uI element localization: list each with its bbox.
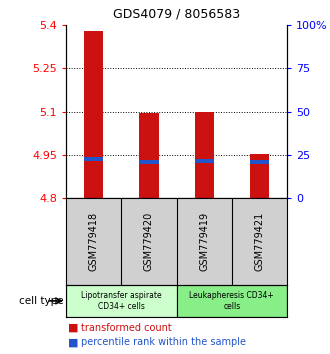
Bar [194, 159, 214, 162]
Text: GSM779419: GSM779419 [199, 212, 209, 271]
Bar [139, 113, 159, 198]
Bar [177, 285, 287, 317]
Bar [139, 160, 159, 164]
Text: GSM779420: GSM779420 [144, 212, 154, 271]
Title: GDS4079 / 8056583: GDS4079 / 8056583 [113, 8, 240, 21]
Text: ■: ■ [68, 322, 78, 332]
Text: GSM779418: GSM779418 [89, 212, 99, 271]
Text: GSM779421: GSM779421 [254, 212, 264, 271]
Text: Lipotransfer aspirate
CD34+ cells: Lipotransfer aspirate CD34+ cells [81, 291, 162, 310]
Bar [84, 30, 103, 198]
Bar [66, 285, 177, 317]
Text: Leukapheresis CD34+
cells: Leukapheresis CD34+ cells [189, 291, 274, 310]
Bar [250, 154, 269, 198]
Text: ■: ■ [68, 337, 78, 348]
Bar [194, 112, 214, 198]
Bar [84, 157, 103, 161]
Bar [250, 160, 269, 164]
Text: transformed count: transformed count [81, 322, 172, 332]
Text: cell type: cell type [18, 296, 63, 306]
Text: percentile rank within the sample: percentile rank within the sample [81, 337, 246, 348]
